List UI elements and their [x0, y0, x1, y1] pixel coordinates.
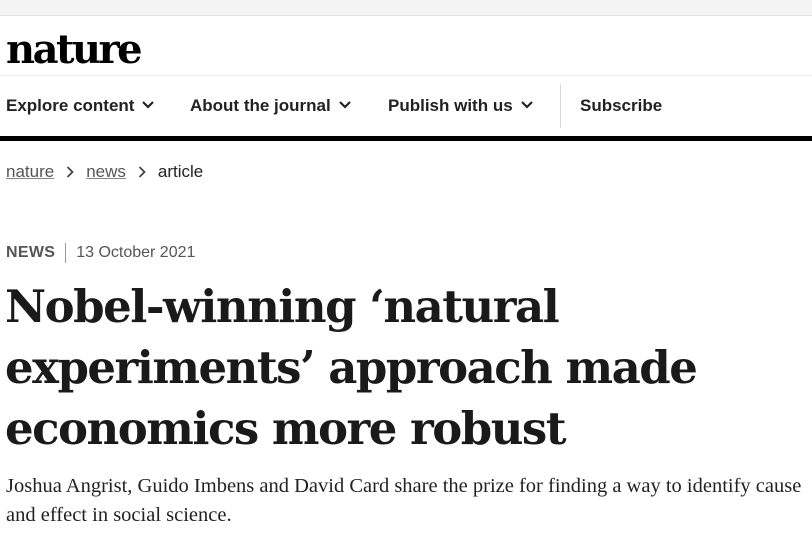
chevron-down-icon — [142, 94, 155, 114]
browser-top-strip — [0, 0, 812, 16]
nature-logo[interactable]: nature — [6, 26, 143, 73]
site-header: nature Explore content About the journal… — [0, 16, 812, 141]
nav-publish-with-us[interactable]: Publish with us — [388, 86, 533, 126]
article-meta: NEWS 13 October 2021 — [6, 243, 195, 263]
logo-row: nature — [0, 16, 812, 76]
breadcrumb: nature news article — [6, 162, 203, 182]
article-type-label: NEWS — [6, 244, 56, 261]
main-nav: Explore content About the journal Publis… — [0, 76, 812, 136]
breadcrumb-current: article — [157, 162, 204, 181]
chevron-down-icon — [338, 94, 351, 114]
nav-publish-with-us-label: Publish with us — [388, 96, 513, 115]
meta-divider — [65, 243, 67, 263]
nav-explore-content-label: Explore content — [6, 96, 135, 115]
nav-about-journal-label: About the journal — [190, 96, 331, 115]
breadcrumb-nature[interactable]: nature — [6, 162, 55, 181]
subscribe-link[interactable]: Subscribe — [580, 96, 663, 115]
article-headline: Nobel-winning ‘natural experiments’ appr… — [5, 280, 698, 455]
article-date: 13 October 2021 — [76, 244, 196, 261]
nav-about-journal[interactable]: About the journal — [190, 86, 351, 126]
chevron-down-icon — [520, 94, 533, 114]
chevron-right-icon — [138, 166, 146, 178]
chevron-right-icon — [66, 166, 74, 178]
nav-explore-content[interactable]: Explore content — [6, 86, 155, 126]
nav-divider — [560, 84, 561, 128]
article-standfirst: Joshua Angrist, Guido Imbens and David C… — [6, 475, 802, 526]
header-rule — [0, 136, 812, 141]
breadcrumb-news[interactable]: news — [86, 162, 126, 181]
